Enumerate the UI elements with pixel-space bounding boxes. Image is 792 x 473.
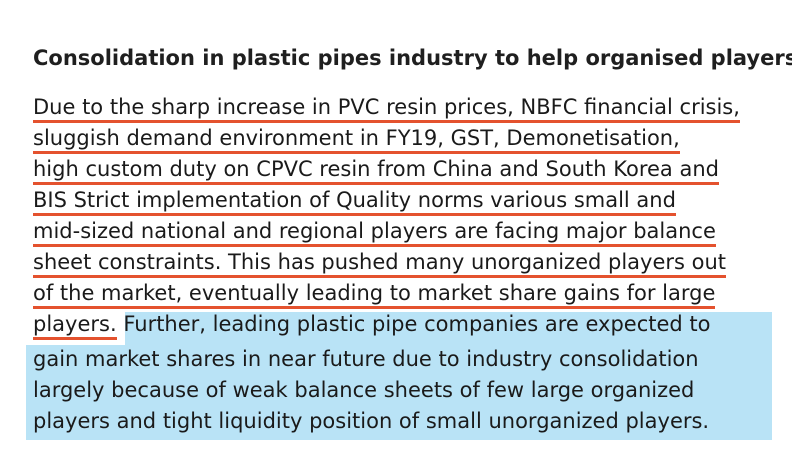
underlined-text: BIS Strict implementation of Quality nor… (33, 187, 676, 216)
underlined-text: of the market, eventually leading to mar… (33, 280, 716, 309)
section-heading: Consolidation in plastic pipes industry … (33, 46, 792, 70)
underlined-text: sheet constraints. This has pushed many … (33, 249, 727, 278)
paragraph-line: sluggish demand environment in FY19, GST… (30, 123, 770, 155)
underlined-text: Due to the sharp increase in PVC resin p… (33, 94, 740, 123)
underlined-text: sluggish demand environment in FY19, GST… (33, 125, 680, 154)
paragraph-line: players. Further, leading plastic pipe c… (30, 309, 770, 341)
underlined-text: mid-sized national and regional players … (33, 218, 716, 247)
paragraph-line: of the market, eventually leading to mar… (30, 278, 770, 310)
paragraph-line: high custom duty on CPVC resin from Chin… (30, 154, 770, 186)
highlight-band (26, 345, 772, 440)
paragraph-line: mid-sized national and regional players … (30, 216, 770, 248)
highlighted-line: largely because of weak balance sheets o… (33, 378, 695, 402)
highlighted-text: Further, leading plastic pipe companies … (123, 312, 711, 336)
paragraph-line: Due to the sharp increase in PVC resin p… (30, 92, 770, 124)
underlined-text: players. (33, 311, 117, 340)
highlighted-line: gain market shares in near future due to… (33, 347, 699, 371)
paragraph-line: sheet constraints. This has pushed many … (30, 247, 770, 279)
highlighted-line: players and tight liquidity position of … (33, 409, 710, 433)
underlined-text: high custom duty on CPVC resin from Chin… (33, 156, 719, 185)
paragraph-line: BIS Strict implementation of Quality nor… (30, 185, 770, 217)
highlight-band-first (125, 312, 772, 345)
